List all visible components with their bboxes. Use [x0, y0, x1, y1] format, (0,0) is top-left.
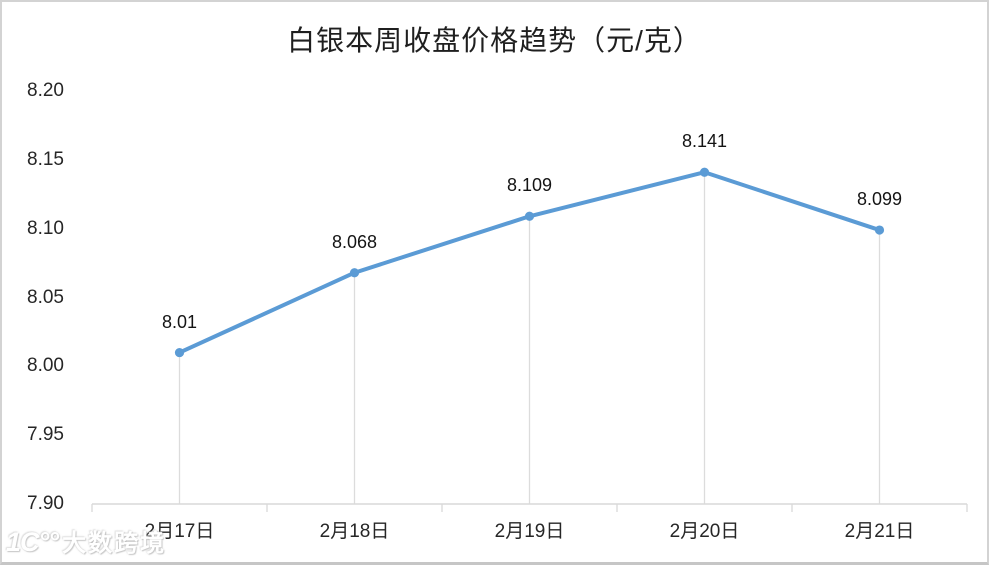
data-value-label: 8.109	[506, 175, 553, 196]
x-axis-category-label: 2月20日	[669, 521, 740, 542]
y-axis-tick-label: 8.05	[27, 286, 64, 308]
y-axis-tick-label: 8.15	[27, 148, 64, 170]
y-axis-tick-label: 7.95	[27, 424, 64, 446]
chart-title: 白银本周收盘价格趋势（元/克）	[287, 25, 702, 56]
data-point-marker	[349, 268, 360, 278]
data-value-label: 8.068	[331, 231, 378, 252]
x-axis-category-label: 2月19日	[494, 521, 565, 542]
data-point-marker	[174, 347, 185, 358]
data-point-marker	[524, 211, 535, 221]
x-axis-category-label: 2月18日	[319, 521, 390, 542]
x-axis-category-label: 2月21日	[844, 521, 915, 542]
watermark-logo-icon: 1C°°	[6, 527, 59, 557]
watermark-brand-text: 大数跨境	[62, 530, 167, 557]
data-point-marker	[699, 167, 710, 177]
y-axis-tick-label: 8.20	[27, 80, 64, 101]
watermark: 1C°° 大数跨境	[6, 523, 166, 558]
data-value-label: 8.01	[161, 311, 198, 332]
data-point-marker	[874, 225, 885, 235]
data-value-label: 8.099	[856, 189, 903, 210]
x-axis-category-label: 2月17日	[144, 521, 215, 542]
y-axis-tick-label: 8.10	[27, 217, 64, 239]
data-value-label: 8.141	[681, 131, 728, 152]
y-axis-tick-label: 8.00	[27, 355, 64, 377]
y-axis-tick-label: 7.90	[27, 493, 64, 514]
